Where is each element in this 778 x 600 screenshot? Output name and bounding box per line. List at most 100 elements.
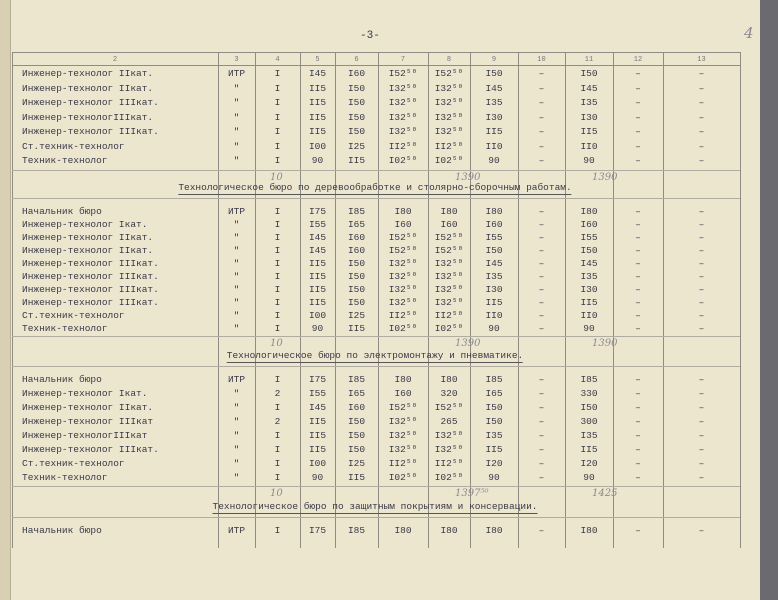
table-cell: I <box>274 402 281 413</box>
table-cell: I35 <box>580 97 598 108</box>
table-cell: – <box>538 219 545 230</box>
table-cell: " <box>233 430 240 441</box>
table-cell: I50 <box>347 271 366 282</box>
table-cell: I <box>274 271 281 282</box>
table-cell: I80 <box>394 206 412 217</box>
table-cell: – <box>635 219 641 230</box>
table-cell: – <box>538 458 545 469</box>
table-cell: I <box>274 97 281 108</box>
document-page: -3- 4 2 3 4 5 6 7 8 9 10 11 12 13 Инженер-технолог I… <box>0 0 760 600</box>
table-cell: – <box>698 472 705 483</box>
table-cell: I45 <box>580 82 598 94</box>
table-cell: II5 <box>485 444 503 455</box>
position-name: Инженер-технолог IIIкат. <box>22 97 159 108</box>
table-cell: – <box>635 111 641 123</box>
table-cell: I55 <box>308 388 327 399</box>
table-cell: " <box>233 402 240 413</box>
table-cell: " <box>233 126 240 137</box>
table-cell: I00 <box>308 310 327 321</box>
table-cell: I <box>274 258 281 269</box>
table-cell: I <box>274 525 281 536</box>
table-cell: II0 <box>580 140 598 152</box>
table-cell: " <box>233 111 240 123</box>
table-cell: I32⁵⁰ <box>388 430 418 441</box>
table-cell: – <box>635 140 641 152</box>
column-number: 7 <box>400 56 406 64</box>
table-cell: I02⁵⁰ <box>388 323 418 334</box>
table-cell: – <box>635 472 641 483</box>
table-cell: – <box>635 402 641 413</box>
table-cell: 320 <box>440 388 458 399</box>
position-name: Инженер-технологIIIкат. <box>22 111 154 123</box>
table-cell: I45 <box>308 245 327 256</box>
table-cell: I50 <box>347 258 366 269</box>
table-cell: – <box>698 111 705 123</box>
table-cell: I32⁵⁰ <box>388 258 418 269</box>
section-line <box>12 517 740 518</box>
table-cell: II5 <box>485 126 503 137</box>
position-name: Инженер-технолог IIIкат. <box>22 271 159 282</box>
table-cell: I32⁵⁰ <box>388 297 418 308</box>
table-cell: – <box>635 323 641 334</box>
table-cell: – <box>635 525 641 536</box>
table-cell: – <box>635 297 641 308</box>
table-cell: I45 <box>485 82 503 94</box>
table-cell: II2⁵⁰ <box>388 458 418 469</box>
handwritten-total: 1390 <box>455 338 481 349</box>
table-cell: I30 <box>580 111 598 123</box>
table-cell: I65 <box>347 388 366 399</box>
table-cell: I <box>274 68 281 79</box>
handwritten-total: 1425 <box>592 488 618 499</box>
table-cell: II5 <box>347 472 366 483</box>
position-name: Инженер-технолог IIIкат. <box>22 258 159 269</box>
table-cell: I50 <box>347 111 366 123</box>
table-cell: I80 <box>485 525 503 536</box>
table-cell: I50 <box>580 245 598 256</box>
table-cell: – <box>698 155 705 166</box>
table-cell: – <box>538 297 545 308</box>
table-cell: I20 <box>485 458 503 469</box>
table-cell: I32⁵⁰ <box>434 430 464 441</box>
table-cell: – <box>635 416 641 427</box>
table-cell: I52⁵⁰ <box>434 68 464 79</box>
table-cell: I50 <box>485 245 503 256</box>
table-cell: I60 <box>347 232 366 243</box>
table-cell: II5 <box>580 126 598 137</box>
table-cell: " <box>233 416 240 427</box>
table-cell: – <box>698 430 705 441</box>
table-cell: – <box>635 232 641 243</box>
table-cell: – <box>698 219 705 230</box>
table-cell: II2⁵⁰ <box>434 310 464 321</box>
table-cell: I60 <box>347 402 366 413</box>
table-cell: ИТР <box>227 68 246 79</box>
table-cell: I <box>274 458 281 469</box>
table-cell: – <box>698 271 705 282</box>
table-cell: – <box>635 430 641 441</box>
position-name: Инженер-технолог IIIкат. <box>22 284 159 295</box>
table-cell: I <box>274 155 281 166</box>
table-cell: II5 <box>347 323 366 334</box>
table-cell: " <box>233 284 240 295</box>
table-cell: I52⁵⁰ <box>388 232 418 243</box>
table-cell: I80 <box>440 374 458 385</box>
table-cell: II5 <box>485 297 503 308</box>
table-cell: I32⁵⁰ <box>434 444 464 455</box>
column-number: 2 <box>112 56 118 64</box>
table-cell: I50 <box>347 297 366 308</box>
column-line <box>300 52 301 548</box>
table-cell: – <box>635 82 641 94</box>
table-cell: I02⁵⁰ <box>388 155 418 166</box>
column-number: 5 <box>315 56 320 64</box>
table-cell: I32⁵⁰ <box>434 97 464 108</box>
table-cell: I60 <box>347 245 366 256</box>
position-name: Техник-технолог <box>22 323 108 334</box>
column-number: 4 <box>275 56 280 64</box>
table-cell: " <box>233 82 240 94</box>
table-cell: 90 <box>311 323 324 334</box>
table-cell: – <box>635 374 641 385</box>
table-cell: I45 <box>580 258 598 269</box>
table-cell: " <box>233 258 240 269</box>
column-line <box>12 52 13 548</box>
table-cell: II5 <box>308 297 327 308</box>
table-cell: I55 <box>485 232 503 243</box>
